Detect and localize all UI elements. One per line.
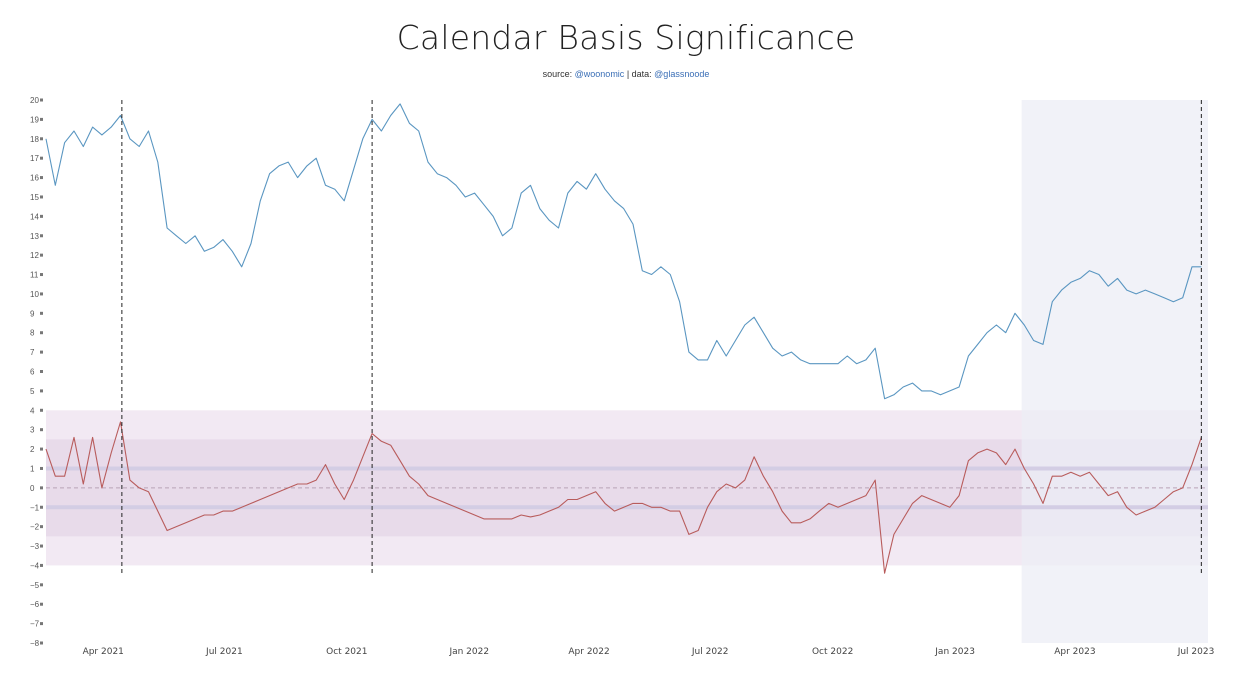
basis-series-line: [45, 103, 1202, 400]
y-tick-mark: [40, 466, 43, 470]
subtitle-separator: | data:: [624, 69, 655, 79]
y-tick-mark: [40, 389, 43, 393]
x-tick-label: Oct 2022: [812, 647, 853, 657]
y-tick-label: 3: [30, 426, 35, 435]
series-layer: [45, 103, 1202, 574]
chart-title: Calendar Basis Significance: [396, 18, 856, 57]
gridline-layer: [46, 466, 1208, 510]
y-tick-mark: [40, 350, 43, 354]
x-axis: Apr 2021 Jul 2021 Oct 2021 Jan 2022 Apr 2022…: [83, 647, 1215, 657]
y-tick-mark: [40, 408, 43, 412]
x-tick-label: Jan 2022: [448, 647, 489, 657]
y-tick-mark: [40, 292, 43, 296]
y-tick-label: 18: [30, 135, 39, 144]
vline-layer: [121, 100, 1202, 576]
y-tick-mark: [40, 641, 43, 645]
y-tick-label: −8: [30, 639, 40, 648]
y-tick-mark: [40, 273, 43, 277]
y-tick-label: 9: [30, 309, 35, 318]
y-tick-mark: [40, 370, 43, 373]
y-tick-label: −3: [30, 542, 40, 551]
y-tick-mark: [40, 234, 43, 238]
y-tick-mark: [40, 428, 43, 432]
y-tick-mark: [40, 253, 43, 257]
y-tick-label: 6: [30, 368, 35, 377]
y-tick-mark: [40, 544, 43, 548]
y-tick-label: 2: [30, 445, 35, 454]
y-tick-label: 20: [30, 96, 39, 105]
y-tick-label: 12: [30, 251, 39, 260]
y-tick-mark: [40, 583, 43, 587]
x-tick-label: Apr 2021: [83, 647, 124, 657]
y-tick-label: 5: [30, 387, 35, 396]
y-tick-label: 14: [30, 212, 39, 221]
y-tick-label: 19: [30, 115, 39, 124]
y-axis: 20191817161514131211109876543210−1−2−3−4…: [30, 96, 43, 648]
y-tick-label: −4: [30, 561, 40, 570]
y-tick-mark: [40, 622, 43, 626]
y-tick-label: 10: [30, 290, 39, 299]
y-tick-label: 7: [30, 348, 35, 357]
background-layer: [46, 100, 1208, 643]
source-link[interactable]: @woonomic: [574, 69, 625, 79]
y-tick-label: −5: [30, 581, 40, 590]
y-tick-mark: [40, 602, 43, 606]
y-tick-mark: [40, 311, 43, 315]
y-tick-label: 11: [30, 271, 39, 280]
y-tick-label: −2: [30, 523, 40, 532]
x-tick-label: Apr 2023: [1054, 647, 1095, 657]
subtitle-prefix: source:: [542, 69, 575, 79]
y-tick-mark: [40, 195, 43, 199]
y-tick-mark: [40, 331, 43, 335]
y-tick-label: 13: [30, 232, 39, 241]
y-tick-label: 8: [30, 329, 35, 338]
y-tick-mark: [40, 176, 43, 180]
y-tick-mark: [40, 505, 43, 509]
y-tick-label: 1: [30, 464, 35, 473]
y-tick-label: −6: [30, 600, 40, 609]
y-tick-label: 15: [30, 193, 39, 202]
y-tick-mark: [40, 117, 43, 121]
highlight-region: [1021, 100, 1208, 643]
x-tick-label: Jan 2023: [934, 647, 975, 657]
x-tick-label: Oct 2021: [326, 647, 367, 657]
y-tick-mark: [40, 447, 43, 451]
y-tick-mark: [40, 214, 43, 218]
x-tick-label: Jul 2023: [1177, 647, 1215, 657]
significance-series-line: [45, 421, 1202, 574]
chart-subtitle: source: @woonomic | data: @glassnoode: [0, 69, 1252, 79]
x-tick-label: Jul 2022: [691, 647, 729, 657]
x-tick-label: Jul 2021: [205, 647, 243, 657]
y-tick-label: −7: [30, 620, 40, 629]
y-tick-label: 4: [30, 406, 35, 415]
y-tick-mark: [40, 137, 43, 141]
y-tick-label: 16: [30, 174, 39, 183]
y-tick-label: −1: [30, 503, 40, 512]
x-tick-label: Apr 2022: [568, 647, 609, 657]
y-tick-mark: [40, 98, 43, 102]
y-tick-mark: [40, 563, 43, 567]
y-tick-mark: [40, 156, 43, 160]
y-tick-label: 0: [30, 484, 35, 493]
y-tick-mark: [40, 525, 43, 529]
y-tick-label: 17: [30, 154, 39, 163]
y-tick-mark: [40, 486, 43, 490]
data-link[interactable]: @glassnoode: [654, 69, 710, 79]
